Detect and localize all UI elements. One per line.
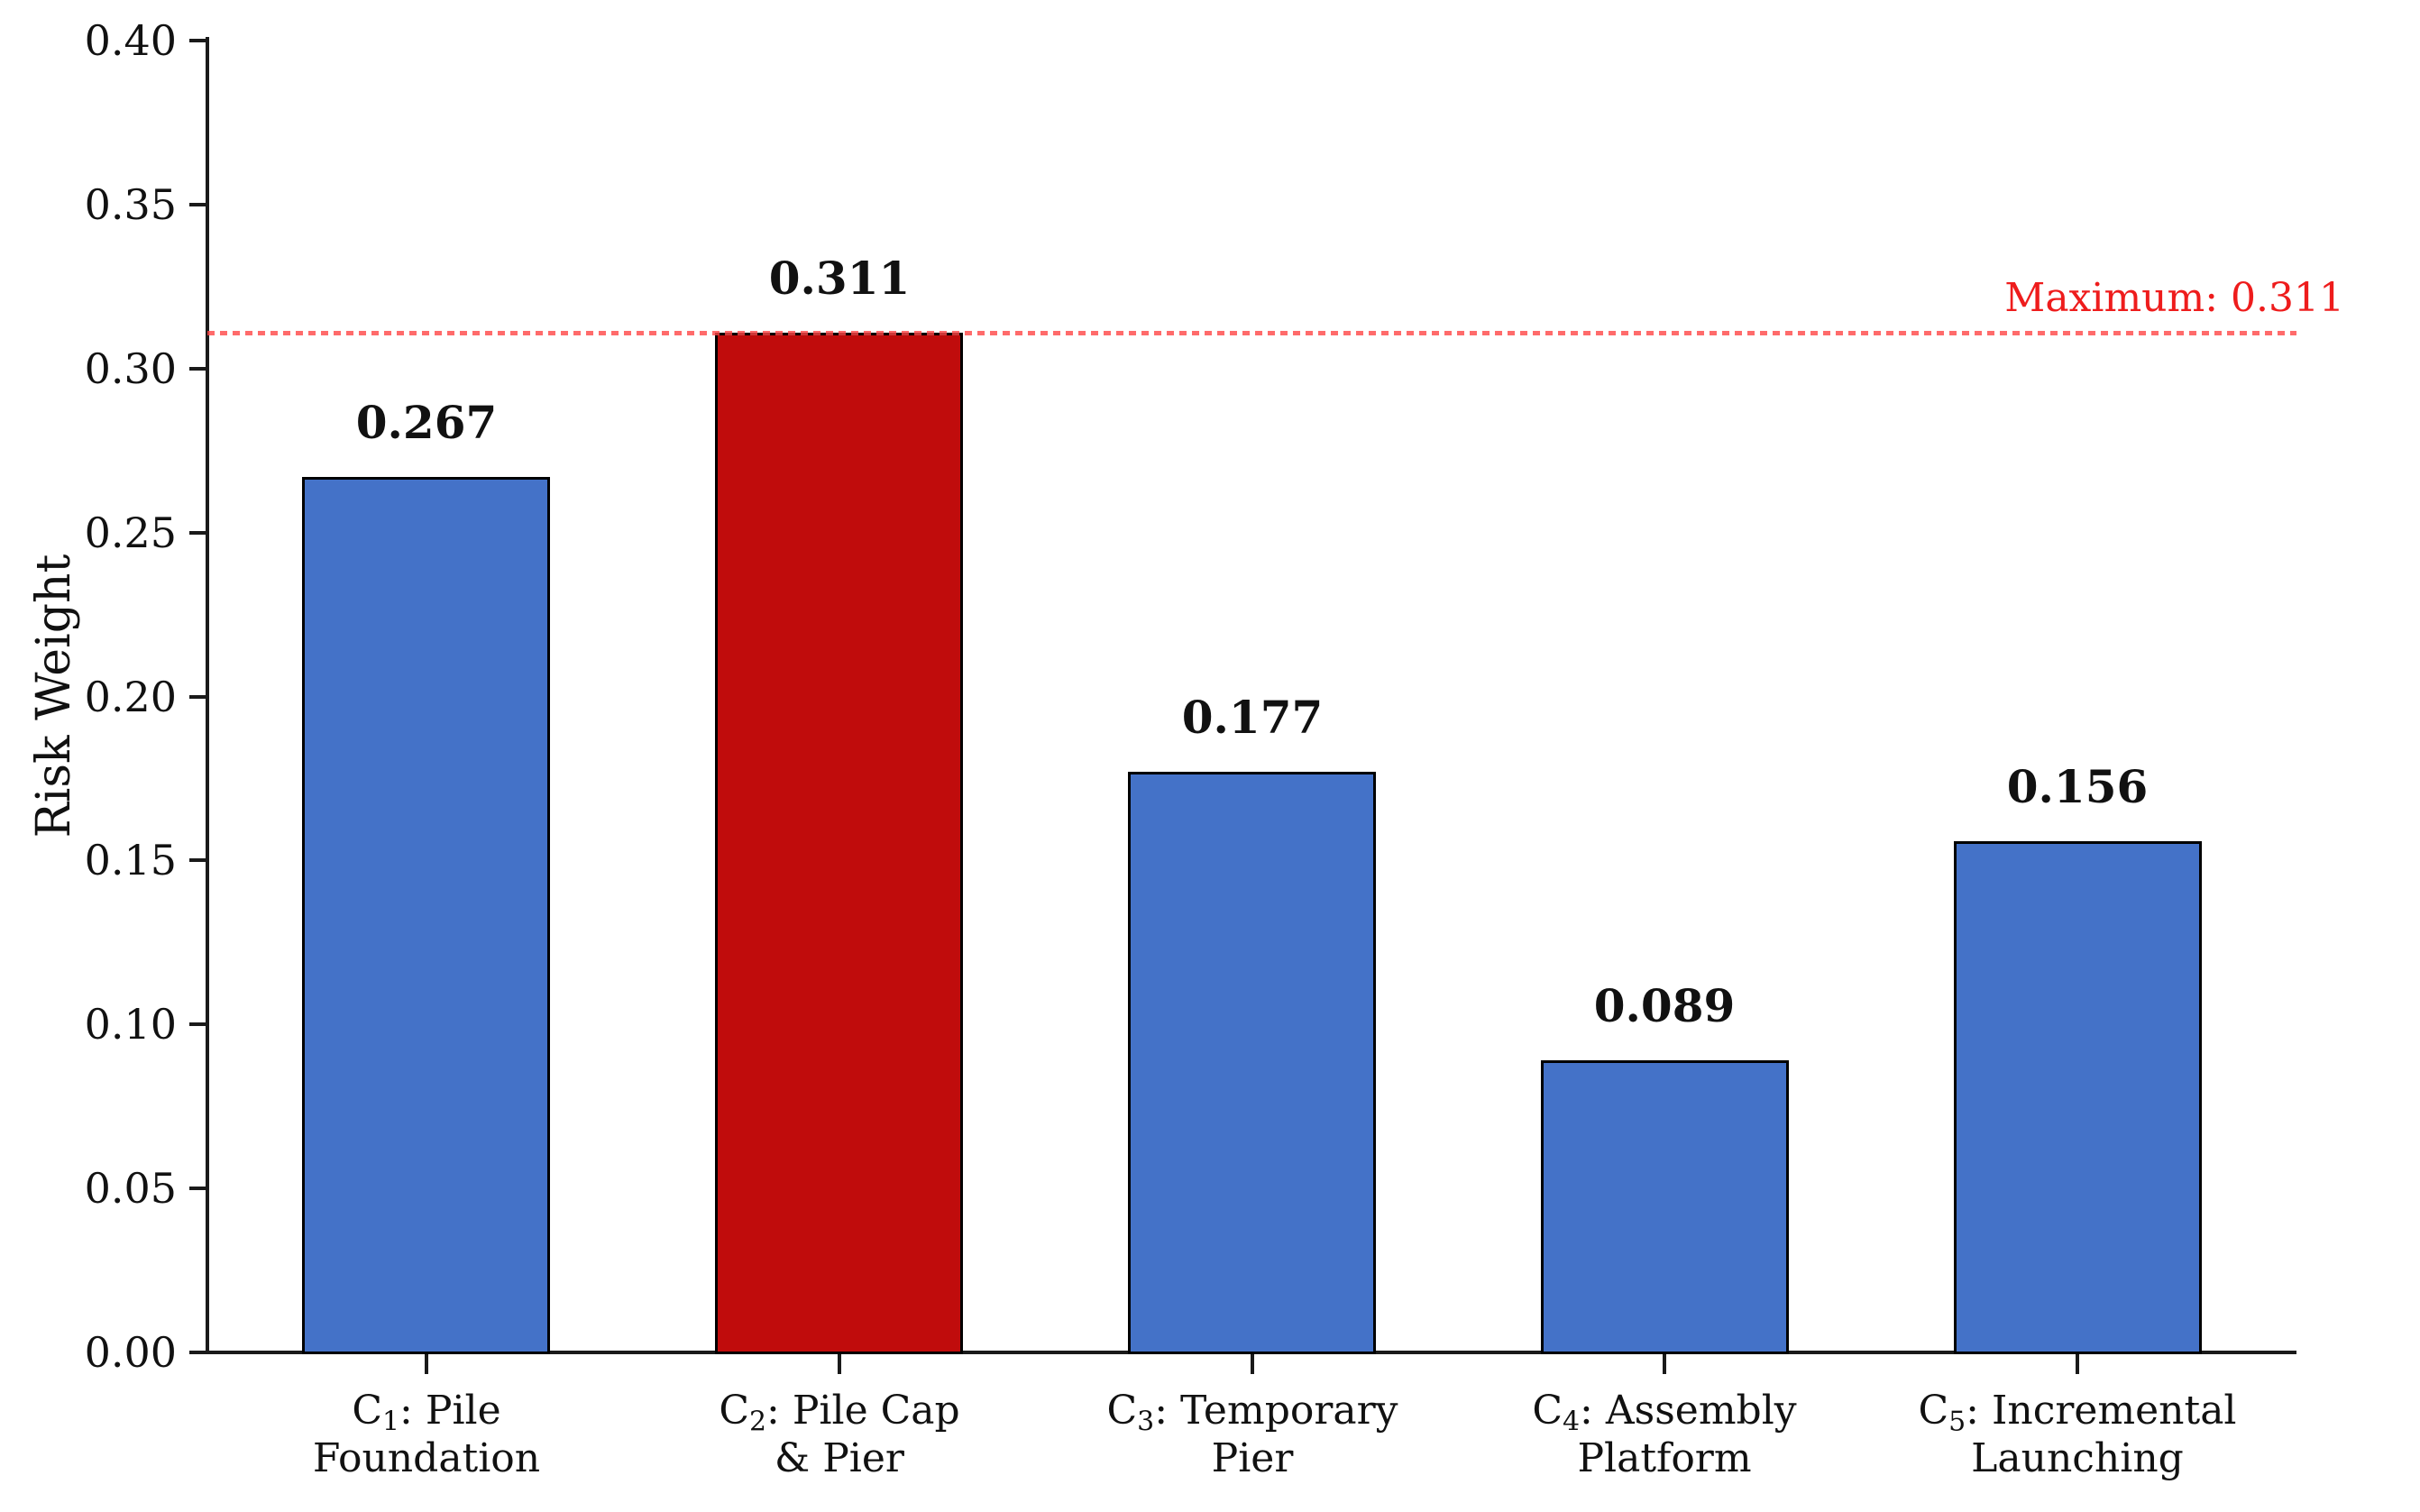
- y-tick-label: 0.40: [84, 16, 177, 65]
- x-tick-mark: [425, 1354, 428, 1374]
- bar-4: [1541, 1060, 1789, 1354]
- y-tick-label: 0.15: [84, 836, 177, 885]
- y-tick-mark: [189, 39, 207, 42]
- bar-value-label: 0.311: [768, 252, 911, 305]
- y-tick-label: 0.05: [84, 1164, 177, 1214]
- maximum-line-label: Maximum: 0.311: [2004, 275, 2344, 321]
- y-tick-mark: [189, 1187, 207, 1191]
- y-axis-spine: [206, 37, 209, 1354]
- y-tick-mark: [189, 530, 207, 535]
- y-tick-mark: [189, 202, 207, 206]
- y-tick-mark: [189, 1022, 207, 1027]
- y-tick-label: 0.25: [84, 508, 177, 557]
- x-tick-mark: [1663, 1354, 1666, 1374]
- bar-value-label: 0.156: [2006, 760, 2149, 813]
- category-label: C5: Incremental Launching: [1918, 1388, 2237, 1481]
- category-label: C3: Temporary Pier: [1106, 1388, 1398, 1481]
- y-tick-mark: [189, 366, 207, 371]
- y-tick-mark: [189, 1351, 207, 1354]
- x-tick-mark: [2076, 1354, 2079, 1374]
- x-tick-mark: [1251, 1354, 1254, 1374]
- bar-value-label: 0.267: [355, 396, 498, 449]
- x-tick-mark: [838, 1354, 841, 1374]
- y-tick-label: 0.35: [84, 179, 177, 229]
- y-tick-label: 0.30: [84, 344, 177, 393]
- bar-value-label: 0.177: [1181, 691, 1324, 744]
- y-tick-label: 0.10: [84, 1000, 177, 1049]
- y-tick-label: 0.20: [84, 672, 177, 721]
- bar-value-label: 0.089: [1593, 979, 1736, 1032]
- y-tick-label: 0.00: [84, 1328, 177, 1377]
- category-label: C4: Assembly Platform: [1532, 1388, 1797, 1481]
- bar-2: [715, 333, 963, 1354]
- category-label: C2: Pile Cap & Pier: [719, 1388, 960, 1481]
- bar-5: [1954, 841, 2202, 1354]
- maximum-line: [207, 331, 2296, 335]
- category-label: C1: Pile Foundation: [312, 1388, 541, 1481]
- bar-1: [302, 477, 550, 1354]
- y-tick-mark: [189, 858, 207, 863]
- y-tick-mark: [189, 694, 207, 699]
- bar-3: [1128, 772, 1376, 1354]
